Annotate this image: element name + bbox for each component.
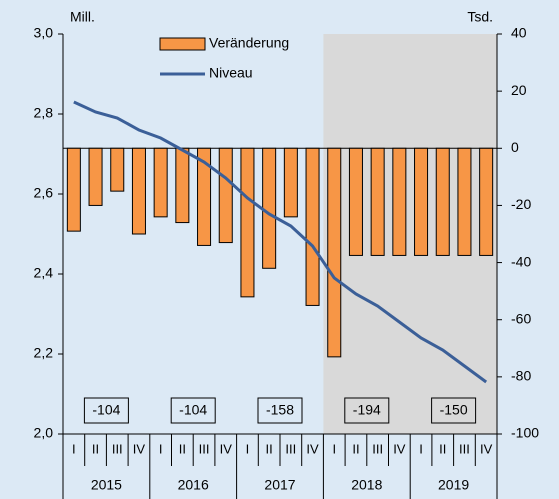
x-tick-label: II (179, 441, 186, 456)
bar (240, 147, 255, 298)
x-tick-label: I (332, 441, 336, 456)
bar (457, 147, 472, 256)
y2-tick-label: -20 (511, 196, 531, 212)
annotation-box (170, 397, 216, 424)
bar (175, 147, 190, 224)
bar (262, 147, 277, 269)
bar (283, 147, 298, 218)
annotation: -158 (266, 402, 294, 418)
x-tick-label: III (459, 441, 470, 456)
year-label: 2019 (438, 477, 469, 493)
legend-label: Veränderung (209, 35, 289, 51)
bar (414, 147, 429, 256)
y-tick-label: 2,4 (34, 265, 54, 281)
x-tick-label: III (112, 441, 123, 456)
year-label: 2016 (178, 477, 209, 493)
y2-tick-label: 20 (511, 82, 527, 98)
bar (479, 147, 494, 256)
year-label: 2017 (264, 477, 295, 493)
bar (88, 147, 103, 206)
x-tick-label: IV (133, 441, 146, 456)
annotation-box (257, 397, 303, 424)
y-tick-label: 2,0 (34, 425, 54, 441)
bar (197, 147, 212, 246)
y-tick-label: 2,2 (34, 345, 54, 361)
x-tick-label: IV (480, 441, 493, 456)
annotation: -194 (353, 402, 381, 418)
y2-tick-label: -40 (511, 253, 531, 269)
x-tick-label: I (419, 441, 423, 456)
x-tick-label: III (199, 441, 210, 456)
x-tick-label: I (159, 441, 163, 456)
bar (218, 147, 233, 244)
bar (435, 147, 450, 256)
bar (131, 147, 146, 235)
x-tick-label: III (372, 441, 383, 456)
y2-tick-label: -60 (511, 310, 531, 326)
legend-label: Niveau (209, 65, 253, 81)
x-tick-label: IV (220, 441, 233, 456)
x-tick-label: I (246, 441, 250, 456)
year-label: 2015 (91, 477, 122, 493)
bar (305, 147, 320, 306)
y2-unit-label: Tsd. (467, 9, 493, 25)
year-label: 2018 (351, 477, 382, 493)
bar (110, 147, 125, 192)
x-tick-label: I (72, 441, 76, 456)
x-tick-label: II (439, 441, 446, 456)
annotation-box (344, 397, 390, 424)
bar (370, 147, 385, 256)
annotation-box (83, 397, 129, 424)
y2-tick-label: -80 (511, 368, 531, 384)
y2-tick-label: 40 (511, 25, 527, 41)
annotation: -150 (440, 402, 468, 418)
annotation-box (431, 397, 477, 424)
x-tick-label: IV (393, 441, 406, 456)
annotation: -104 (92, 402, 120, 418)
y-tick-label: 3,0 (34, 25, 54, 41)
x-tick-label: IV (306, 441, 319, 456)
y2-tick-label: -100 (511, 425, 539, 441)
bar (153, 147, 168, 218)
x-tick-label: III (285, 441, 296, 456)
x-tick-label: II (92, 441, 99, 456)
x-tick-label: II (352, 441, 359, 456)
y2-tick-label: 0 (511, 139, 519, 155)
y-tick-label: 2,8 (34, 105, 54, 121)
bar (348, 147, 363, 256)
bar (66, 147, 81, 232)
legend-swatch (159, 37, 206, 51)
y-unit-label: Mill. (70, 9, 95, 25)
annotation: -104 (179, 402, 207, 418)
bar (327, 147, 342, 358)
line (73, 100, 488, 384)
y-tick-label: 2,6 (34, 185, 54, 201)
x-tick-label: II (266, 441, 273, 456)
bar (392, 147, 407, 256)
